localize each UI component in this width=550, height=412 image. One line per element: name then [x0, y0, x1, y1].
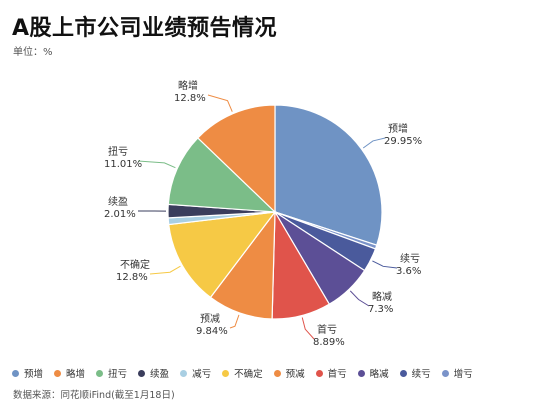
- slice-value-label: 8.89%: [313, 337, 345, 348]
- legend-label: 首亏: [327, 369, 347, 380]
- legend-item: 预增: [12, 366, 43, 380]
- legend-item: 续亏: [399, 366, 431, 380]
- slice-name-label: 续盈: [108, 195, 128, 208]
- slice-value-label: 3.6%: [396, 266, 421, 277]
- slice-name-label: 扭亏: [108, 145, 128, 158]
- leader-line-预增: [362, 137, 386, 149]
- slice-value-label: 2.01%: [104, 209, 136, 220]
- chart-legend: 预增 略增 扭亏 续盈 减亏 不确定 预减 首亏 略减 续亏 增亏: [12, 366, 542, 380]
- legend-swatch: [138, 369, 146, 377]
- slice-name-label: 首亏: [317, 323, 337, 336]
- unit-label: 单位：%: [13, 47, 53, 58]
- slice-value-label: 11.01%: [104, 159, 142, 170]
- legend-swatch: [54, 369, 62, 377]
- legend-label: 略增: [66, 369, 86, 380]
- slice-name-label: 预增: [388, 122, 408, 135]
- legend-label: 扭亏: [108, 369, 128, 380]
- legend-item: 扭亏: [96, 366, 127, 380]
- legend-swatch: [222, 369, 230, 377]
- legend-label: 预增: [24, 369, 44, 380]
- slice-name-label: 略增: [178, 79, 198, 92]
- slice-name-label: 预减: [200, 313, 220, 325]
- legend-swatch: [273, 369, 281, 377]
- leader-line-首亏: [301, 317, 315, 340]
- legend-item: 预减: [273, 366, 305, 380]
- legend-swatch: [96, 369, 104, 377]
- legend-label: 不确定: [234, 369, 263, 380]
- legend-swatch: [315, 369, 323, 377]
- legend-item: 续盈: [138, 366, 169, 380]
- legend-item: 不确定: [222, 366, 263, 380]
- chart-title: A股上市公司业绩预告情况: [12, 16, 278, 41]
- legend-swatch: [12, 369, 19, 377]
- legend-swatch: [180, 369, 188, 377]
- legend-label: 略减: [369, 369, 389, 380]
- pie-slice-略增: [196, 104, 276, 214]
- legend-label: 预减: [285, 369, 305, 380]
- leader-line-扭亏: [137, 160, 176, 169]
- slice-value-label: 12.8%: [116, 272, 148, 283]
- pie-slice-预增: [274, 104, 383, 246]
- leader-line-预减: [229, 314, 240, 329]
- legend-item: 略减: [357, 366, 389, 380]
- legend-label: 增亏: [453, 369, 473, 380]
- leader-line-略增: [207, 94, 233, 112]
- pie-slice-扭亏: [167, 137, 277, 213]
- slice-value-label: 9.84%: [196, 326, 228, 337]
- legend-item: 减亏: [180, 366, 211, 380]
- data-source-note: 数据来源：同花顺iFind(截至1月18日): [13, 390, 175, 401]
- slice-value-label: 12.8%: [174, 93, 206, 104]
- pie-slice-不确定: [168, 211, 277, 299]
- legend-item: 首亏: [315, 366, 347, 380]
- leader-line-略减: [349, 290, 370, 307]
- legend-item: 略增: [54, 366, 85, 380]
- slice-value-label: 29.95%: [384, 136, 422, 147]
- legend-label: 续盈: [150, 369, 170, 380]
- legend-item: 增亏: [441, 366, 473, 380]
- legend-label: 减亏: [192, 369, 212, 380]
- slice-name-label: 续亏: [400, 252, 420, 265]
- slice-name-label: 略减: [372, 290, 392, 303]
- slice-value-label: 7.3%: [368, 304, 393, 315]
- legend-swatch: [399, 369, 407, 377]
- leader-line-不确定: [149, 265, 181, 275]
- slice-name-label: 不确定: [120, 258, 150, 271]
- legend-label: 续亏: [411, 369, 431, 380]
- legend-swatch: [441, 369, 449, 377]
- legend-swatch: [357, 369, 365, 377]
- leader-line-续亏: [372, 260, 398, 269]
